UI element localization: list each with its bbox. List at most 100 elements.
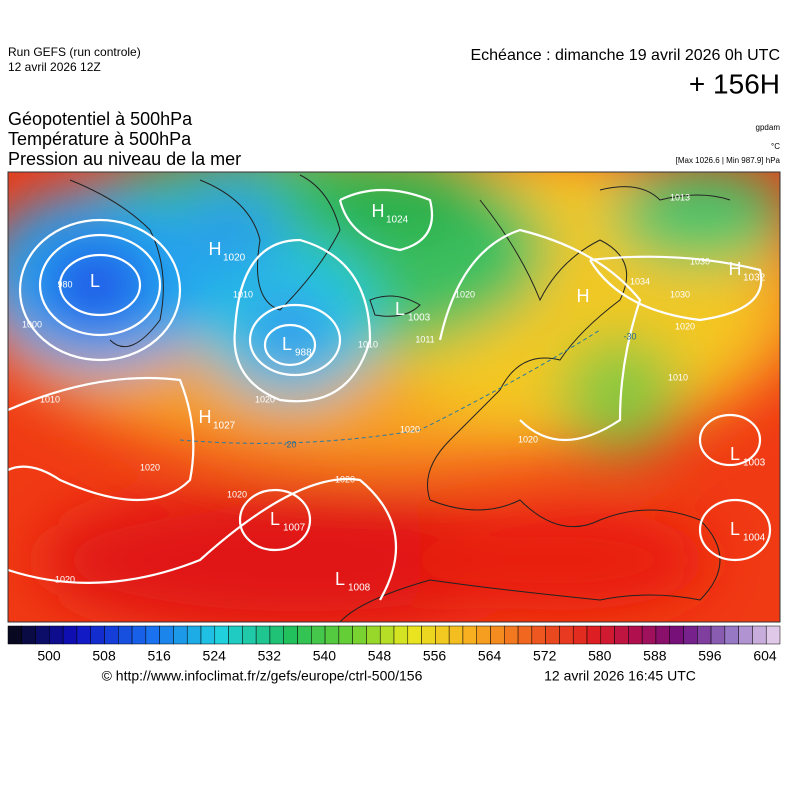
map (8, 172, 780, 622)
center-value: 1007 (283, 523, 306, 534)
colorbar-swatch (628, 625, 643, 645)
colorbar-swatch (655, 625, 670, 645)
colorbar-swatch (297, 625, 312, 645)
colorbar-swatch (710, 625, 726, 645)
colorbar-swatch (586, 625, 602, 645)
isobar-label: 1020 (675, 321, 695, 331)
colorbar-swatch (186, 625, 202, 645)
colorbar-tick-label: 572 (533, 648, 557, 664)
lead-time: + 156H (689, 68, 780, 99)
center-value: 1008 (348, 583, 371, 594)
colorbar-swatch (476, 625, 491, 645)
colorbar-swatch (173, 625, 188, 645)
center-symbol: L (335, 569, 345, 589)
isobar-label: 1030 (690, 256, 710, 266)
colorbar-swatch (738, 625, 753, 645)
unit: gpdam (756, 123, 781, 132)
center-symbol: H (729, 259, 742, 279)
isobar-label: 1010 (668, 372, 688, 382)
isobar-label: 1020 (227, 489, 247, 499)
isobar-label: 1030 (670, 289, 690, 299)
colorbar-tick-label: 596 (698, 648, 722, 664)
colorbar-swatch (35, 625, 50, 645)
colorbar-swatch (421, 625, 436, 645)
colorbar-swatch (448, 625, 464, 645)
isobar-label: 1020 (255, 394, 275, 404)
colorbar-swatch (269, 625, 284, 645)
colorbar-tick-label: 564 (478, 648, 502, 664)
colorbar-swatch (214, 625, 229, 645)
center-value: 1003 (743, 458, 766, 469)
field: Géopotentiel à 500hPa (8, 109, 193, 129)
colorbar-swatch (131, 625, 147, 645)
run-date: 12 avril 2026 12Z (8, 60, 101, 74)
isobar-label: 1011 (415, 334, 434, 344)
center-symbol: L (730, 519, 740, 539)
isobar-label: 1010 (358, 339, 378, 349)
colorbar-swatch (311, 625, 326, 645)
colorbar-swatch (242, 625, 257, 645)
center-symbol: H (577, 286, 590, 306)
center-value: 1004 (743, 533, 766, 544)
colorbar-swatch (504, 625, 519, 645)
center-value: 1003 (408, 313, 431, 324)
colorbar-swatch (200, 625, 216, 645)
colorbar-swatch (641, 625, 657, 645)
colorbar-swatch (531, 625, 546, 645)
center-value: 1020 (223, 253, 246, 264)
center-symbol: H (372, 201, 385, 221)
colorbar-swatch (407, 625, 422, 645)
colorbar-tick-label: 516 (147, 648, 171, 664)
colorbar: 500 508 516 524 532 540 548 556 564 572 580 588 596 6… (7, 625, 781, 664)
colorbar-tick-label: 604 (753, 648, 777, 664)
isobar-label: 1034 (630, 276, 650, 286)
colorbar-swatch (159, 625, 174, 645)
colorbar-swatch (338, 625, 353, 645)
colorbar-swatch (76, 625, 91, 645)
center-symbol: L (282, 334, 292, 354)
colorbar-tick-label: 580 (588, 648, 612, 664)
colorbar-swatch (352, 625, 367, 645)
colorbar-swatch (90, 625, 105, 645)
source: © http://www.infoclimat.fr/z/gefs/europe… (102, 668, 423, 684)
issued: 12 avril 2026 16:45 UTC (544, 668, 696, 684)
colorbar-swatch (255, 625, 271, 645)
map-frame (7, 171, 781, 623)
colorbar-swatch (366, 625, 381, 645)
isobar-label: 1020 (55, 574, 75, 584)
colorbar-swatch (145, 625, 160, 645)
run: Run GEFS (run controle) (8, 45, 141, 59)
colorbar-swatch (572, 625, 588, 645)
center-value: 1027 (213, 421, 236, 432)
isobar-label: 1020 (400, 424, 420, 434)
colorbar-swatch (379, 625, 395, 645)
colorbar-swatch (21, 625, 36, 645)
colorbar-swatch (49, 625, 64, 645)
colorbar-tick-label: 524 (203, 648, 227, 664)
colorbar-swatch (104, 625, 119, 645)
isobar-label: 1020 (518, 434, 538, 444)
colorbar-tick-label: 508 (92, 648, 116, 664)
colorbar-swatch (683, 625, 698, 645)
colorbar-tick-label: 532 (258, 648, 282, 664)
colorbar-swatch (545, 625, 560, 645)
center-symbol: H (199, 407, 212, 427)
isobar-label: 980 (57, 279, 72, 289)
field: Pression au niveau de la mer (8, 149, 241, 169)
colorbar-swatch (118, 625, 133, 645)
field: Température à 500hPa (8, 129, 192, 149)
center-symbol: L (270, 509, 280, 529)
isobar-label: 1020 (335, 474, 355, 484)
colorbar-swatch (697, 625, 712, 645)
center-symbol: H (209, 239, 222, 259)
isobar-label: 1020 (455, 289, 475, 299)
colorbar-swatch (724, 625, 739, 645)
colorbar-swatch (669, 625, 684, 645)
colorbar-swatch (62, 625, 78, 645)
colorbar-swatch (752, 625, 767, 645)
colorbar-swatch (614, 625, 629, 645)
isobar-label: 1010 (40, 394, 60, 404)
colorbar-swatch (559, 625, 574, 645)
center-symbol: L (90, 271, 100, 291)
